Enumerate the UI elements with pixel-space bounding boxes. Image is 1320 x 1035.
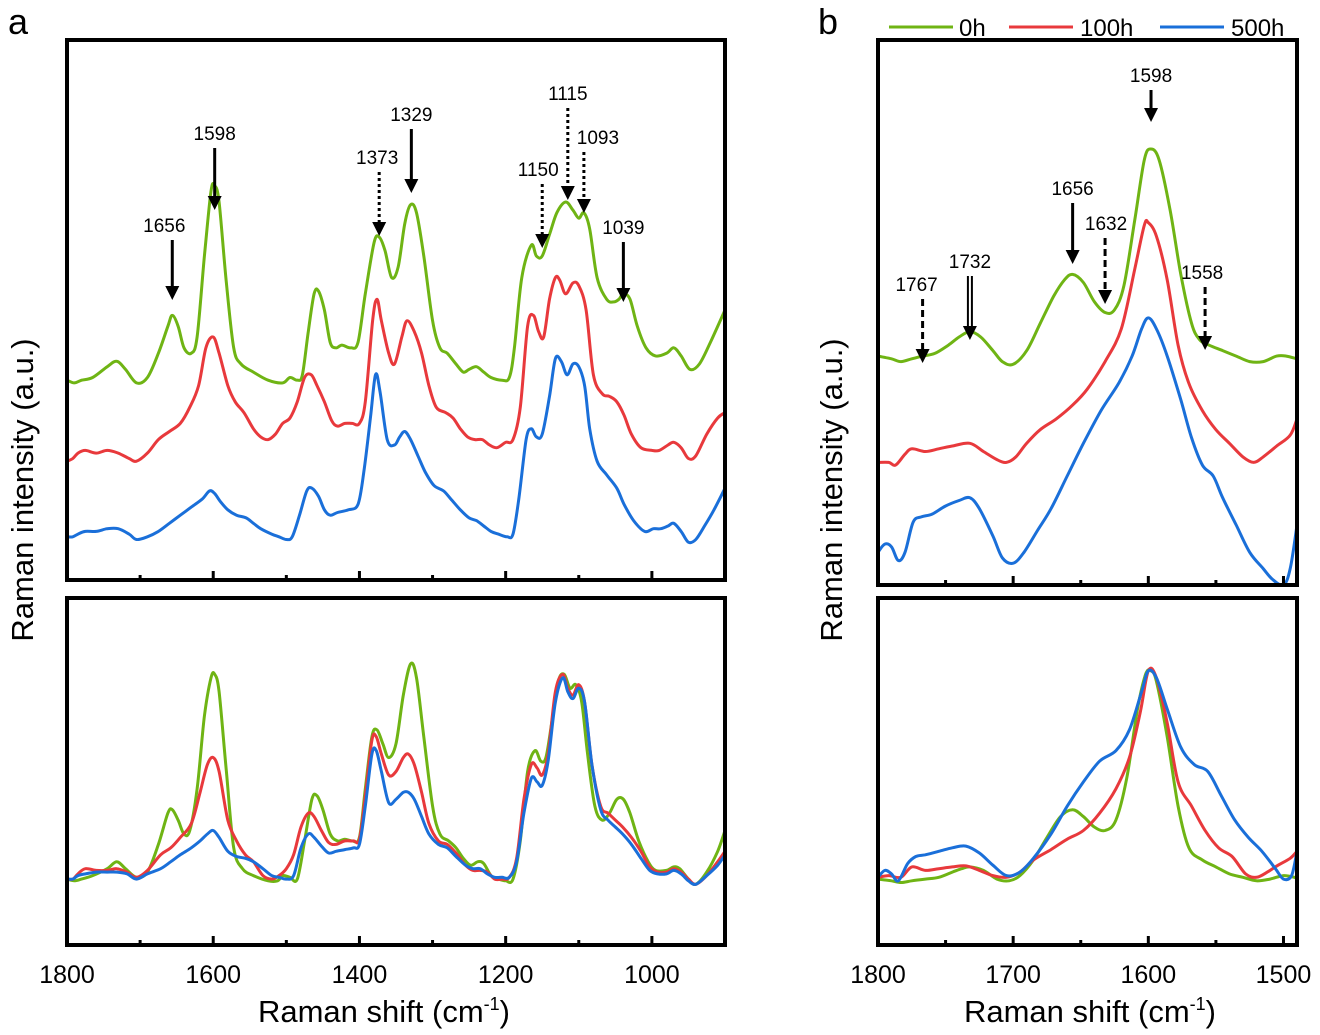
peak-arrow-head-1632 [1098,290,1113,304]
x-axis-label-a-end: ) [500,994,510,1029]
x-tick-label-1400: 1400 [332,961,388,989]
series-100h-a-top [65,274,727,463]
series-0h-a-top [65,181,727,385]
x-axis-label-a: Raman shift (cm-1) [258,994,510,1029]
peak-arrow-head-1150 [535,234,550,248]
legend-label-0h: 0h [959,15,986,42]
peak-label-1732-b-top: 1732 [949,252,991,273]
peak-label-1150-a-top: 1150 [518,160,559,181]
x-tick-label-1000: 1000 [624,961,680,989]
panel-a-top: 1656 1598 1373 1329 1150 1115 1093 1039 [65,38,727,582]
series-500h-a-bottom [65,676,727,886]
peak-arrow-head-1329 [404,179,419,193]
series-100h-b-bottom [876,666,1299,880]
peak-label-1598-a-top: 1598 [194,124,236,145]
x-tick-label-1200: 1200 [478,961,534,989]
x-tick-label-1800: 1800 [39,961,95,989]
panel-a-bottom: 1800 1600 1400 1200 1000 [39,596,727,989]
x-axis-label-a-main: Raman shift (cm [258,994,484,1029]
series-500h-b-bottom [876,668,1299,883]
peak-arrow-head-1767 [915,349,930,363]
legend-label-500h: 500h [1231,15,1284,42]
peak-label-1558-b-top: 1558 [1181,263,1223,284]
x-axis-label-b: Raman shift (cm-1) [964,994,1216,1029]
plot-area: 1656 1598 1373 1329 1150 1115 1093 1039 1800 1600… [39,38,1312,989]
peak-arrow-head-1598 [207,196,222,210]
series-500h-b-top [876,316,1299,587]
x-tick-label-1800: 1800 [850,961,906,989]
peak-label-1598-b-top: 1598 [1130,66,1172,87]
x-axis-label-b-end: ) [1206,994,1216,1029]
series-0h-b-top [876,147,1299,367]
legend: 0h 100h 500h [889,15,1284,42]
x-axis-label-b-sup: -1 [1190,994,1206,1014]
series-100h-b-top [876,218,1299,467]
x-axis-label-a-sup: -1 [484,994,500,1014]
axes-frame-b-top [876,38,1299,587]
peak-label-1373-a-top: 1373 [356,148,398,169]
peak-label-1115-a-top: 1115 [548,84,587,105]
panel-label-a: a [8,1,29,42]
peak-arrow-head-1115 [560,186,575,200]
y-axis-label-a: Raman intensity (a.u.) [5,338,40,641]
axes-frame-a-top [65,38,727,582]
series-0h-b-bottom [876,668,1299,884]
x-tick-label-1600: 1600 [185,961,241,989]
series-100h-a-bottom [65,672,727,886]
peak-label-1767-b-top: 1767 [895,275,937,296]
x-tick-label-1700: 1700 [985,961,1041,989]
peak-arrow-head-1039 [616,288,631,302]
series-0h-a-bottom [65,661,727,886]
peak-arrow-head-1373 [372,222,387,236]
panel-label-b: b [818,1,838,42]
peak-arrow-head-1656 [1065,250,1080,264]
axes-frame-b-bottom [876,596,1299,947]
x-tick-label-1600: 1600 [1121,961,1177,989]
peak-label-1039-a-top: 1039 [602,218,644,239]
peak-arrow-head-1093 [576,199,591,213]
panel-b-bottom: 1800 1700 1600 1500 [850,596,1312,989]
legend-label-100h: 100h [1080,15,1133,42]
panel-b-top: 1767 1732 1656 1632 1598 1558 [876,38,1299,587]
peak-label-1656-b-top: 1656 [1051,179,1093,200]
x-axis-label-b-main: Raman shift (cm [964,994,1190,1029]
peak-arrow-head-1598 [1144,108,1159,122]
peak-label-1632-b-top: 1632 [1085,214,1127,235]
axes-frame-a-bottom [65,596,727,947]
peak-arrow-head-1558 [1198,336,1213,350]
peak-arrow-head-1732 [962,326,977,340]
series-500h-a-top [65,354,727,545]
y-axis-label-b: Raman intensity (a.u.) [814,338,849,641]
peak-label-1329-a-top: 1329 [390,105,432,126]
peak-label-1656-a-top: 1656 [143,216,185,237]
peak-label-1093-a-top: 1093 [577,128,619,149]
peak-arrow-head-1656 [165,286,180,300]
x-tick-label-1500: 1500 [1256,961,1312,989]
